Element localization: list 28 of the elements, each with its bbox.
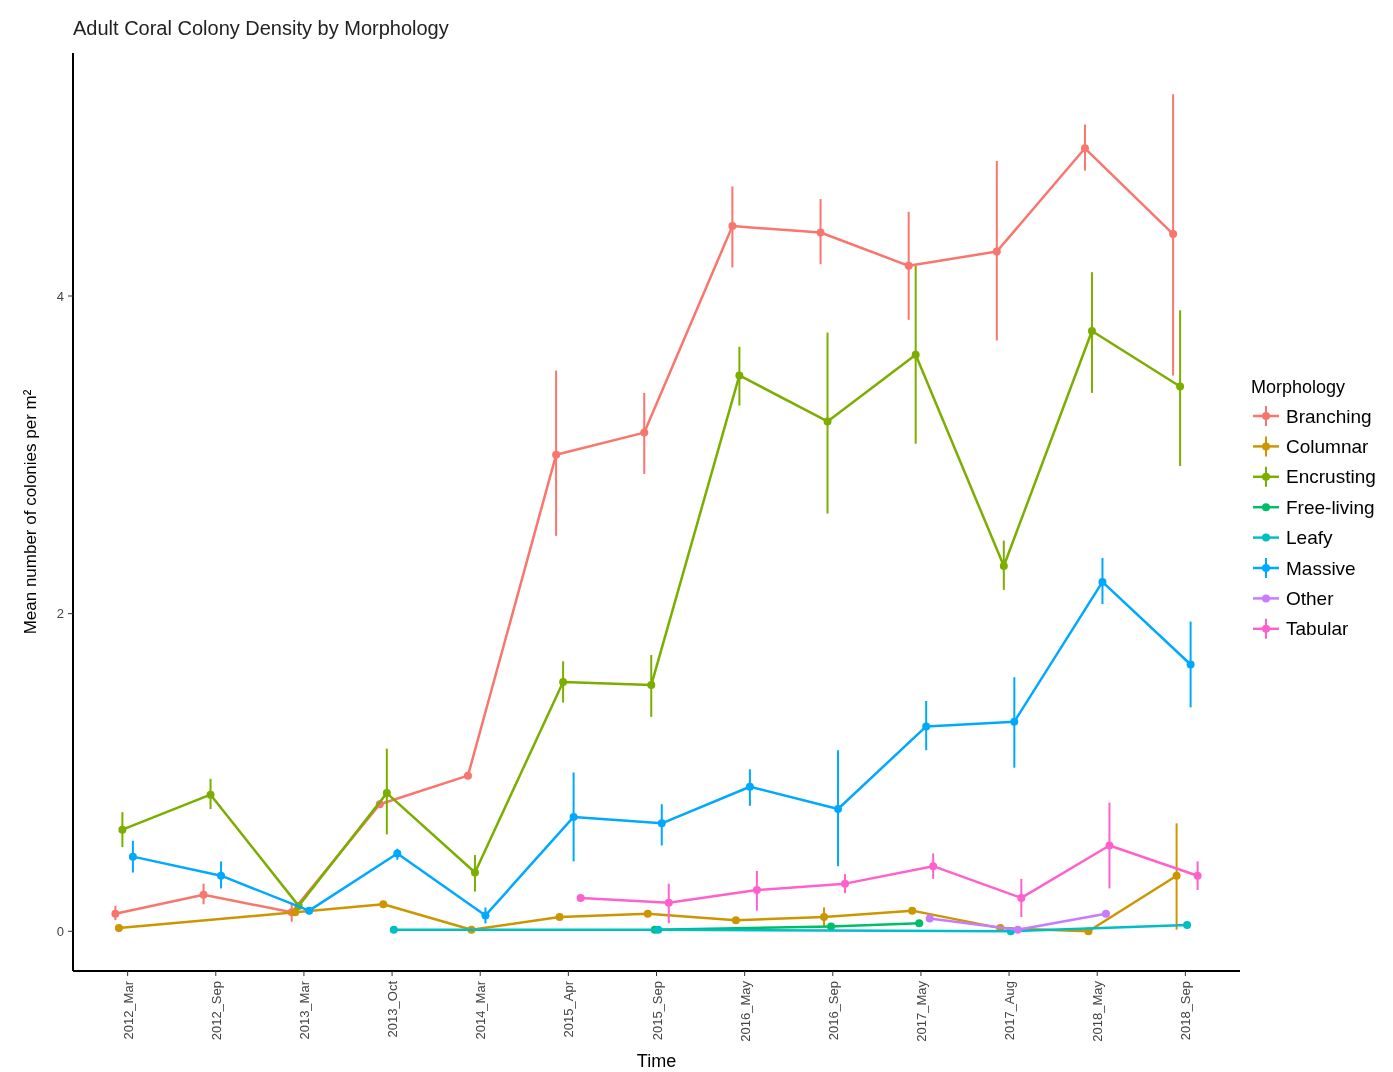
x-tick-label: 2016_Sep [825,981,841,1041]
x-axis-title: Time [636,1051,677,1071]
x-tick-label: 2017_May [913,980,929,1042]
x-tick-label: 2013_Oct [385,980,401,1038]
x-tick-label: 2012_Sep [208,981,224,1041]
y-tick-label: 0 [56,923,64,939]
legend-label: Encrusting [1286,466,1376,488]
x-tick-label: 2017_Aug [1002,981,1018,1041]
y-tick-label: 2 [56,606,64,622]
legend-label: Tabular [1286,618,1349,640]
x-tick-label: 2015_Sep [649,981,665,1041]
x-tick-label: 2014_Mar [473,980,489,1040]
x-tick-label: 2018_Sep [1178,981,1194,1041]
x-tick-label: 2018_May [1090,980,1106,1042]
legend-label: Other [1286,588,1335,610]
chart-title: Adult Coral Colony Density by Morphology [73,17,449,39]
x-tick-label: 2012_Mar [120,980,136,1040]
legend-label: Branching [1286,405,1372,427]
x-tick-label: 2015_Apr [561,980,577,1038]
x-tick-label: 2016_May [737,980,753,1042]
legend-label: Columnar [1286,436,1370,458]
y-tick-label: 4 [56,288,64,304]
x-tick-label: 2013_Mar [296,980,312,1040]
y-axis-title: Mean number of colonies per m² [21,389,40,635]
legend-title: Morphology [1251,377,1346,397]
legend-label: Free-living [1286,496,1375,518]
legend-label: Leafy [1286,527,1333,549]
legend-label: Massive [1286,557,1356,579]
